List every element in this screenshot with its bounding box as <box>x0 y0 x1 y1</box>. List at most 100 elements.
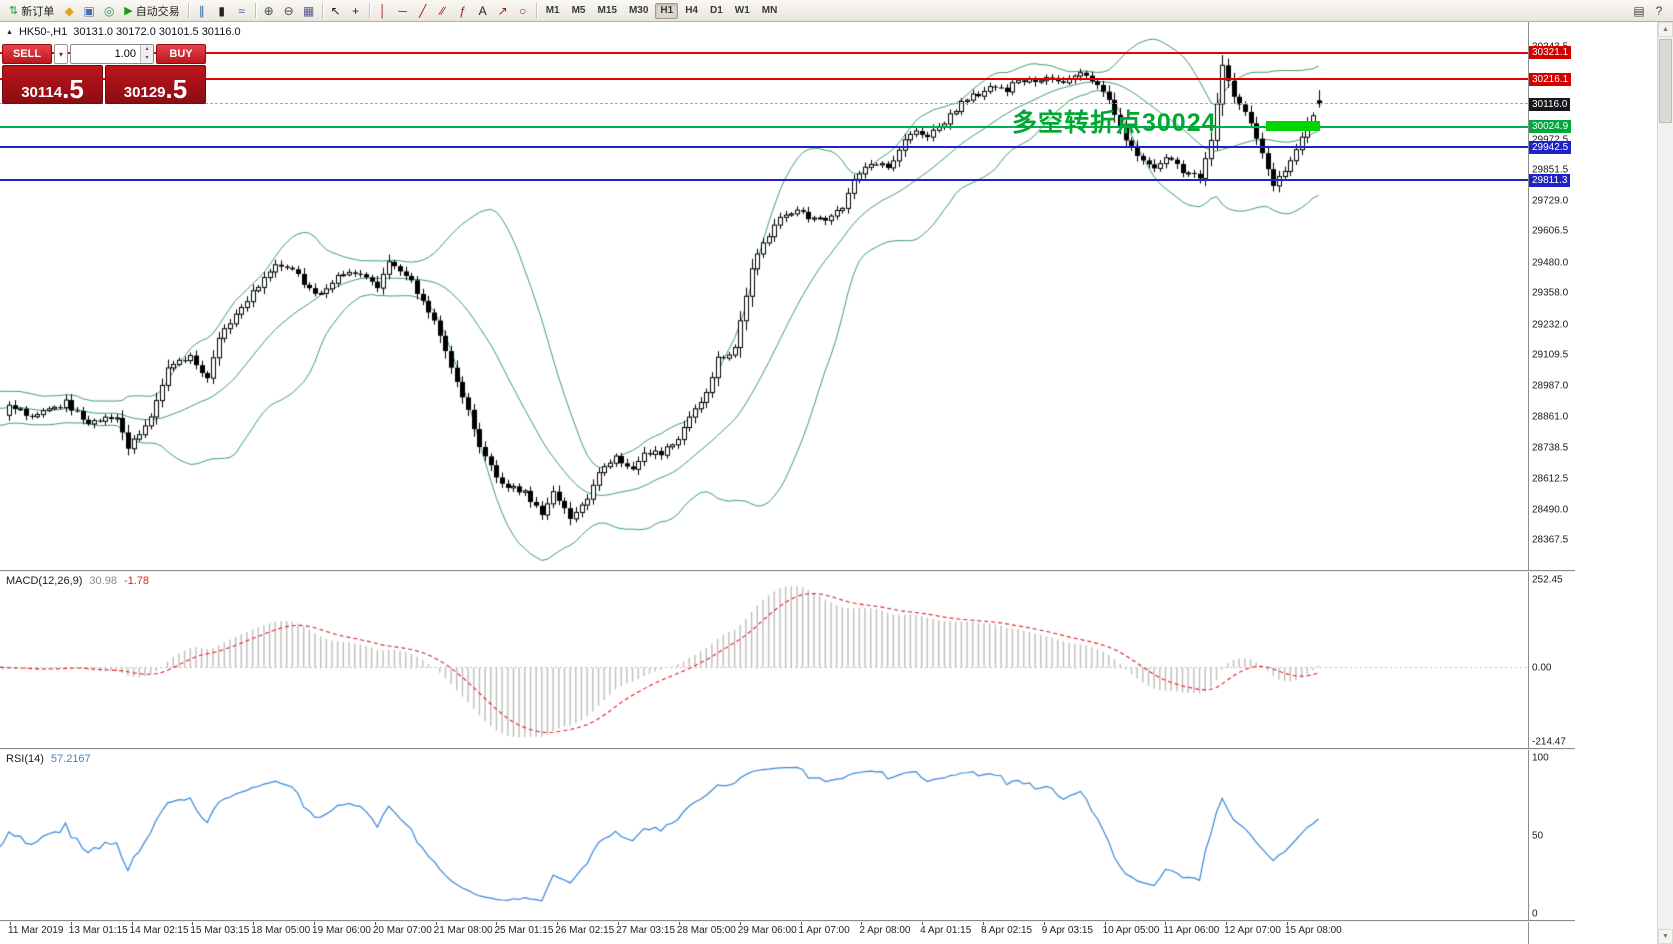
rsi-scale-label: 100 <box>1532 752 1549 764</box>
current-price-line[interactable] <box>0 103 1528 105</box>
time-axis-label: 1 Apr 07:00 <box>798 925 850 936</box>
rsi-scale-label: 0 <box>1532 908 1538 920</box>
resistance-line-1-price-chip: 30321.1 <box>1529 46 1572 60</box>
buy-button[interactable]: BUY <box>156 44 206 64</box>
time-axis-tick <box>861 921 863 925</box>
time-axis-tick <box>1165 921 1167 925</box>
autotrading-button[interactable]: ▶ 自动交易 <box>119 2 184 20</box>
time-axis-label: 9 Apr 03:15 <box>1041 925 1093 936</box>
panel-separator[interactable] <box>0 920 1575 921</box>
macd-scale-label: -214.47 <box>1532 736 1566 748</box>
strategy-tester-icon[interactable]: ◎ <box>103 3 115 18</box>
time-axis-tick <box>618 921 620 925</box>
print-icon[interactable]: ▤ <box>1633 3 1645 18</box>
text-tool-icon[interactable]: A <box>478 3 487 18</box>
zoom-in-icon[interactable]: ⊕ <box>263 3 274 18</box>
pivot-line-line[interactable] <box>0 125 1528 128</box>
panel-separator[interactable] <box>0 570 1575 571</box>
time-axis-label: 18 Mar 05:00 <box>251 925 311 936</box>
rsi-indicator-label: RSI(14) 57.2167 <box>6 753 91 765</box>
timeframe-button-m15[interactable]: M15 <box>597 5 617 16</box>
tile-windows-icon[interactable]: ▦ <box>303 3 315 18</box>
time-axis-label: 27 Mar 03:15 <box>616 925 676 936</box>
price-tick-label: 28861.0 <box>1532 411 1569 423</box>
order-type-dropdown[interactable]: ▾ <box>54 44 68 64</box>
price-tick-label: 28987.0 <box>1532 380 1569 392</box>
price-tick-label: 29480.0 <box>1532 257 1569 269</box>
horizontal-line-tool-icon[interactable]: ─ <box>398 3 407 18</box>
toolbar-separator <box>321 3 323 18</box>
symbol-period-label: HK50-,H1 <box>18 26 68 38</box>
alerts-icon[interactable]: ◆ <box>64 3 74 18</box>
channel-tool-icon[interactable]: ∕∕ <box>440 3 445 18</box>
time-axis-tick <box>739 921 741 925</box>
market-watch-icon[interactable]: ▣ <box>83 3 95 18</box>
time-axis-label: 13 Mar 01:15 <box>68 925 128 936</box>
new-order-button[interactable]: ⇅ 新订单 <box>4 2 59 20</box>
price-chart-canvas[interactable] <box>0 22 1528 920</box>
sell-price-button[interactable]: 30114.5 <box>2 65 103 104</box>
pivot-annotation-text[interactable]: 多空转折点30024 <box>1012 109 1217 137</box>
scrollbar-down-button[interactable]: ▼ <box>1658 929 1673 944</box>
autotrading-button-icon: ▶ <box>124 5 133 17</box>
sell-button[interactable]: SELL <box>2 44 52 64</box>
support-line-2-price-chip: 29811.3 <box>1529 173 1571 187</box>
timeframe-button-h4[interactable]: H4 <box>685 5 698 16</box>
arrows-tool-icon[interactable]: ↗ <box>497 3 508 18</box>
timeframe-button-d1[interactable]: D1 <box>710 5 723 16</box>
volume-input[interactable] <box>71 45 140 63</box>
pivot-annotation-bar[interactable] <box>1266 121 1320 131</box>
collapse-triangle-icon[interactable]: ▲ <box>6 28 13 36</box>
volume-spinner: ▴ ▾ <box>140 45 153 63</box>
time-axis-label: 2 Apr 08:00 <box>859 925 911 936</box>
support-line-2-line[interactable] <box>0 179 1528 182</box>
candlestick-mode-icon[interactable]: ▮ <box>218 3 225 18</box>
support-line-1-price-chip: 29942.5 <box>1529 140 1572 154</box>
crosshair-icon[interactable]: + <box>352 3 360 18</box>
new-order-button-label: 新订单 <box>21 5 55 18</box>
cursor-icon[interactable]: ↖ <box>330 3 341 18</box>
timeframe-button-w1[interactable]: W1 <box>734 5 750 16</box>
resistance-line-2-line[interactable] <box>0 78 1528 81</box>
macd-name: MACD(12,26,9) <box>6 575 83 587</box>
time-axis-tick <box>557 921 559 925</box>
timeframe-button-m5[interactable]: M5 <box>571 5 586 16</box>
bar-chart-mode-icon[interactable]: ∥ <box>198 3 205 18</box>
time-axis-tick <box>374 921 376 925</box>
resistance-line-1-line[interactable] <box>0 51 1528 54</box>
current-price-price-chip: 30116.0 <box>1529 97 1571 111</box>
time-axis-label: 10 Apr 05:00 <box>1102 925 1160 936</box>
macd-scale-label: 252.45 <box>1532 574 1563 586</box>
buy-price-button[interactable]: 30129.5 <box>105 65 206 104</box>
autotrading-button-label: 自动交易 <box>135 5 180 18</box>
toolbar-separator <box>254 3 256 18</box>
shapes-tool-icon[interactable]: ○ <box>519 3 527 18</box>
help-icon[interactable]: ? <box>1655 3 1663 18</box>
line-chart-mode-icon[interactable]: ≈ <box>238 3 245 18</box>
rsi-scale-label: 50 <box>1532 830 1544 842</box>
zoom-out-icon[interactable]: ⊖ <box>283 3 294 18</box>
volume-box: ▴ ▾ <box>70 44 154 64</box>
vertical-line-tool-icon[interactable]: │ <box>378 3 387 18</box>
volume-decrease-button[interactable]: ▾ <box>141 54 153 63</box>
trendline-tool-icon[interactable]: ╱ <box>419 3 427 18</box>
volume-increase-button[interactable]: ▴ <box>141 45 153 54</box>
vertical-scrollbar[interactable]: ▲ ▼ <box>1657 22 1673 944</box>
toolbar-separator <box>187 3 189 18</box>
scrollbar-up-button[interactable]: ▲ <box>1658 22 1673 37</box>
ohlc-values: 30131.0 30172.0 30101.5 30116.0 <box>73 26 241 38</box>
time-axis-label: 12 Apr 07:00 <box>1224 925 1281 936</box>
time-axis-tick <box>1226 921 1228 925</box>
timeframe-button-h1[interactable]: H1 <box>655 2 679 19</box>
scrollbar-thumb[interactable] <box>1659 39 1672 123</box>
support-line-1-line[interactable] <box>0 146 1528 149</box>
time-axis-tick <box>1104 921 1106 925</box>
fibonacci-tool-icon[interactable]: ƒ <box>459 3 467 18</box>
timeframe-button-m30[interactable]: M30 <box>628 5 649 16</box>
timeframe-button-mn[interactable]: MN <box>761 5 778 16</box>
panel-separator[interactable] <box>0 748 1575 749</box>
timeframe-button-m1[interactable]: M1 <box>545 5 560 16</box>
price-tick-label: 28738.5 <box>1532 442 1569 454</box>
sell-price-pips: .5 <box>62 74 84 105</box>
